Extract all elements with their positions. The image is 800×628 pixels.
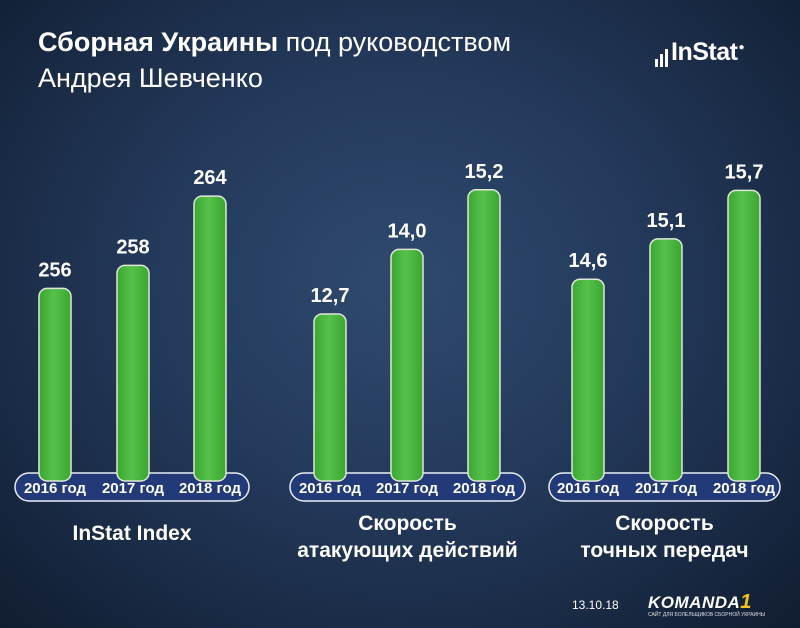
group-title: InStat Index: [72, 522, 191, 545]
bar: [390, 248, 424, 482]
instat-logo-text: InStat: [671, 38, 738, 66]
title-bold: Сборная Украины: [38, 27, 279, 57]
category-label: 2018 год: [453, 480, 516, 497]
bar: [571, 278, 605, 482]
category-label: 2017 год: [102, 480, 165, 497]
category-label: 2018 год: [713, 480, 776, 497]
title-regular: под руководством: [285, 27, 512, 57]
category-label: 2016 год: [557, 480, 620, 497]
bar: [193, 195, 227, 482]
group-title: атакующих действий: [297, 539, 518, 562]
bar: [116, 264, 150, 482]
value-label: 258: [116, 236, 149, 258]
value-label: 15,7: [725, 161, 764, 183]
value-label: 264: [193, 167, 227, 189]
category-label: 2016 год: [299, 480, 362, 497]
category-label: 2017 год: [635, 480, 698, 497]
registered-icon: ●: [738, 42, 744, 53]
category-label: 2017 год: [376, 480, 439, 497]
value-label: 12,7: [311, 285, 350, 307]
category-label: 2018 год: [179, 480, 242, 497]
komanda-brand: KOMANDA: [648, 593, 741, 612]
category-label: 2016 год: [24, 480, 87, 497]
instat-bars-icon: [655, 47, 668, 67]
bar: [727, 189, 761, 482]
bar: [38, 287, 72, 482]
komanda-logo: KOMANDA1 САЙТ ДЛЯ БОЛЕЛЬЩИКОВ СБОРНОЙ УК…: [648, 591, 765, 618]
komanda-tagline: САЙТ ДЛЯ БОЛЕЛЬЩИКОВ СБОРНОЙ УКРАИНЫ: [648, 612, 766, 618]
chart-title: Сборная Украины под руководством Андрея …: [38, 24, 511, 96]
instat-logo: InStat ●: [655, 38, 744, 67]
title-line2: Андрея Шевченко: [38, 63, 263, 93]
bar: [467, 189, 501, 482]
value-label: 15,1: [647, 210, 686, 232]
value-label: 15,2: [465, 161, 504, 183]
group-title: точных передач: [580, 539, 748, 562]
group-title: Скорость: [358, 512, 457, 535]
publish-date: 13.10.18: [572, 598, 619, 612]
bar: [649, 238, 683, 482]
value-label: 14,0: [388, 220, 427, 242]
value-label: 14,6: [569, 250, 608, 272]
value-label: 256: [38, 259, 71, 281]
bar: [313, 313, 347, 482]
group-title: Скорость: [615, 512, 714, 535]
komanda-suffix: 1: [740, 591, 752, 613]
